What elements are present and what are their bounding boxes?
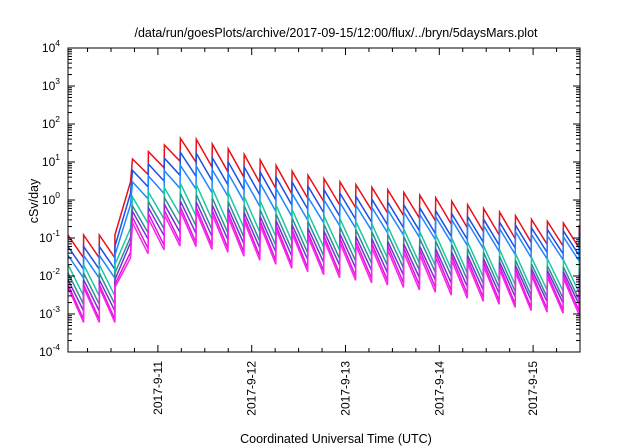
series-line-6 [68,200,580,312]
series-line-2 [68,150,580,272]
y-tick-label: 100 [42,190,60,207]
chart-title: /data/run/goesPlots/archive/2017-09-15/1… [134,26,538,40]
series-line-3 [68,163,580,281]
x-tick-label: 2017-9-15 [526,361,540,416]
series-line-8 [68,210,580,323]
y-tick-label: 104 [42,38,60,55]
y-tick-label: 103 [42,76,60,93]
series-line-7 [68,206,580,320]
y-tick-label: 10-3 [39,304,60,321]
y-tick-label: 10-4 [39,342,60,359]
series-line-5 [68,193,580,305]
y-tick-label: 10-1 [39,228,60,245]
x-tick-label: 2017-9-11 [151,361,165,415]
x-tick-label: 2017-9-13 [339,361,353,416]
x-axis-label: Coordinated Universal Time (UTC) [240,432,432,446]
series-layer [68,135,580,323]
series-line-1 [68,135,580,261]
series-line-4 [68,182,580,297]
x-tick-label: 2017-9-14 [432,361,446,416]
x-tick-label: 2017-9-12 [245,361,259,416]
y-tick-label: 101 [42,152,60,169]
y-axis-label: cSv/day [27,178,41,223]
y-tick-label: 10-2 [39,266,60,283]
y-tick-label: 102 [42,114,60,131]
ticks-layer: 104 103 102 101 100 10-1 10-2 10-3 10-4 2017-9-11… [39,38,581,416]
